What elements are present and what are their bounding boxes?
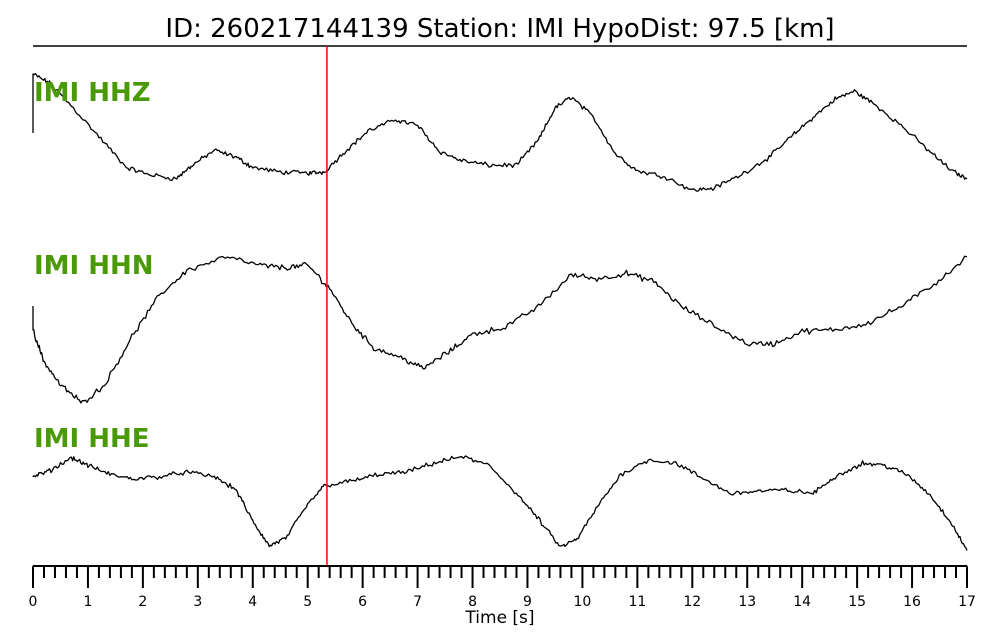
trace-line-imi-hhn (32, 255, 968, 404)
x-axis-tick-labels: 0 1 2 3 4 5 6 7 8 9 10 11 12 13 14 15 16 17 (29, 594, 976, 610)
x-tick-label: 7 (413, 594, 422, 610)
x-tick-label: 13 (738, 594, 756, 610)
x-tick-label: 9 (523, 594, 532, 610)
x-tick-label: 2 (138, 594, 147, 610)
trace-line-imi-hhz (32, 73, 968, 192)
chart-title: ID: 260217144139 Station: IMI HypoDist: … (165, 14, 834, 44)
trace-label-imi-hhn: IMI HHN (34, 251, 154, 281)
trace-labels-group: IMI HHZ IMI HHN IMI HHE (34, 78, 154, 454)
x-tick-label: 3 (193, 594, 202, 610)
x-tick-label: 4 (248, 594, 257, 610)
x-axis-label: Time [s] (464, 608, 534, 628)
trace-label-imi-hhe: IMI HHE (34, 424, 150, 454)
x-axis-ticks (32, 566, 968, 588)
x-tick-label: 17 (958, 594, 976, 610)
x-tick-label: 10 (573, 594, 591, 610)
x-tick-label: 15 (848, 594, 866, 610)
x-tick-label: 1 (83, 594, 92, 610)
x-tick-label: 8 (468, 594, 477, 610)
x-tick-label: 5 (303, 594, 312, 610)
x-tick-label: 16 (903, 594, 921, 610)
trace-line-imi-hhe (32, 455, 968, 551)
trace-label-imi-hhz: IMI HHZ (34, 78, 151, 108)
x-tick-label: 12 (683, 594, 701, 610)
x-tick-label: 14 (793, 594, 811, 610)
x-tick-label: 11 (628, 594, 646, 610)
x-tick-label: 6 (358, 594, 367, 610)
traces-group (32, 73, 968, 551)
x-tick-label: 0 (29, 594, 38, 610)
